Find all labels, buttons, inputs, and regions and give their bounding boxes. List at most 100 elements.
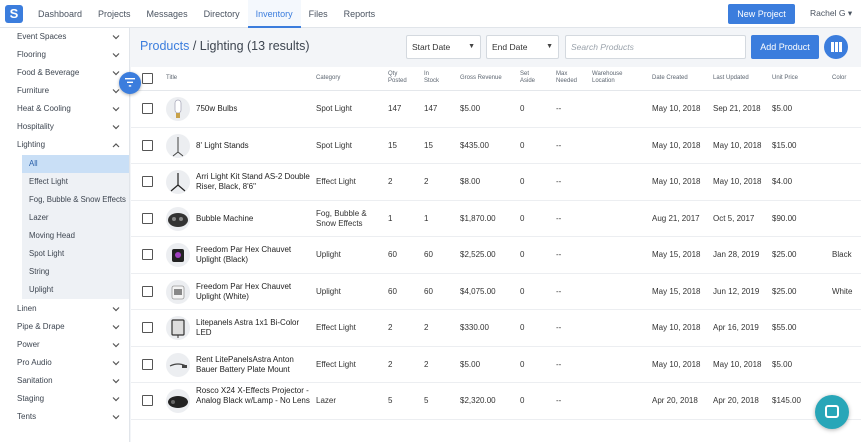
sidebar-category-heat-cooling[interactable]: Heat & Cooling <box>0 100 129 118</box>
cell-max: -- <box>556 396 562 405</box>
cell-revenue: $1,870.00 <box>460 213 496 223</box>
sidebar-subcategory-string[interactable]: String <box>22 263 129 281</box>
row-checkbox[interactable] <box>142 285 153 297</box>
breadcrumb-products-link[interactable]: Products <box>140 39 190 53</box>
sidebar-category-staging[interactable]: Staging <box>0 390 129 408</box>
sidebar-category-label: Event Spaces <box>17 32 67 41</box>
sidebar-category-sanitation[interactable]: Sanitation <box>0 372 129 390</box>
columns-icon[interactable] <box>824 35 848 59</box>
product-title[interactable]: 750w Bulbs <box>196 104 238 113</box>
search-input[interactable]: Search Products <box>565 35 746 59</box>
table-row[interactable]: 750w Bulbs Spot Light 147 147 $5.00 0 -- May 10… <box>131 91 861 128</box>
chat-icon[interactable] <box>815 395 849 429</box>
header-last-updated[interactable]: Last Updated <box>713 75 749 81</box>
product-title[interactable]: Arri Light Kit Stand AS-2 Double Riser, … <box>196 172 310 191</box>
sidebar-subcategory-fog-bubble-snow-effects[interactable]: Fog, Bubble & Snow Effects <box>22 191 129 209</box>
product-title[interactable]: Rosco X24 X-Effects Projector - Analog B… <box>196 386 310 405</box>
nav-link-dashboard[interactable]: Dashboard <box>38 9 83 19</box>
sidebar-subcategory-spot-light[interactable]: Spot Light <box>22 245 129 263</box>
sidebar-subcategory-lazer[interactable]: Lazer <box>22 209 129 227</box>
sidebar-category-hospitality[interactable]: Hospitality <box>0 118 129 136</box>
header-max-needed[interactable]: Max Needed <box>556 71 578 84</box>
table-row[interactable]: Bubble Machine Fog, Bubble & Snow Effects… <box>131 201 861 237</box>
sidebar-category-food-beverage[interactable]: Food & Beverage <box>0 64 129 82</box>
header-unit-price[interactable]: Unit Price <box>772 75 799 81</box>
table-row[interactable]: Freedom Par Hex Chauvet Uplight (Black) U… <box>131 237 861 274</box>
product-title[interactable]: Bubble Machine <box>196 213 254 223</box>
sidebar-category-pro-audio[interactable]: Pro Audio <box>0 354 129 372</box>
nav-link-projects[interactable]: Projects <box>98 9 131 19</box>
row-checkbox[interactable] <box>142 358 153 370</box>
sidebar-subcategory-moving-head[interactable]: Moving Head <box>22 227 129 245</box>
sidebar-category-label: Hospitality <box>17 122 54 131</box>
header-set-aside[interactable]: Set Aside <box>520 71 536 84</box>
sidebar-category-event-spaces[interactable]: Event Spaces <box>0 28 129 46</box>
product-title[interactable]: Rent LitePanelsAstra Anton Bauer Battery… <box>196 354 294 374</box>
nav-link-files[interactable]: Files <box>308 9 328 19</box>
chevron-down-icon <box>112 318 120 336</box>
header-warehouse-location[interactable]: Warehouse Location <box>592 71 623 84</box>
cell-stock: 2 <box>424 323 429 332</box>
caret-down-icon: ▾ <box>847 8 853 18</box>
header-qty-posted[interactable]: Qty Posted <box>388 71 407 84</box>
nav-link-reports[interactable]: Reports <box>343 9 376 19</box>
header-category[interactable]: Category <box>316 75 341 81</box>
end-date-select[interactable]: End Date ▼ <box>486 35 559 59</box>
start-date-select[interactable]: Start Date ▼ <box>406 35 481 59</box>
cell-revenue: $5.00 <box>460 359 481 369</box>
cell-price: $15.00 <box>772 140 797 150</box>
user-menu[interactable]: Rachel G ▾ <box>810 0 852 27</box>
sidebar-subcategory-uplight[interactable]: Uplight <box>22 281 129 299</box>
sidebar-subcategory-effect-light[interactable]: Effect Light <box>22 173 129 191</box>
add-product-button[interactable]: Add Product <box>751 35 819 59</box>
product-thumbnail <box>166 243 190 267</box>
sidebar-category-lighting[interactable]: Lighting <box>0 136 129 154</box>
header-in-stock[interactable]: In Stock <box>424 71 440 84</box>
sidebar-category-label: Staging <box>17 394 45 403</box>
nav-link-inventory[interactable]: Inventory <box>247 0 301 28</box>
header-date-created[interactable]: Date Created <box>652 75 688 81</box>
nav-link-directory[interactable]: Directory <box>203 9 240 19</box>
product-title[interactable]: Litepanels Astra 1x1 Bi-Color LED <box>196 318 300 337</box>
product-title[interactable]: 8' Light Stands <box>196 140 249 150</box>
cell-max: -- <box>556 213 562 223</box>
select-all-checkbox[interactable] <box>142 73 153 84</box>
sidebar-category-flooring[interactable]: Flooring <box>0 46 129 64</box>
product-title[interactable]: Freedom Par Hex Chauvet Uplight (White) <box>196 281 292 301</box>
header-gross-revenue[interactable]: Gross Revenue <box>460 75 502 81</box>
sidebar-category-power[interactable]: Power <box>0 336 129 354</box>
table-row[interactable]: Freedom Par Hex Chauvet Uplight (White) U… <box>131 274 861 310</box>
table-row[interactable]: Rent LitePanelsAstra Anton Bauer Battery… <box>131 347 861 383</box>
table-row[interactable]: Rosco X24 X-Effects Projector - Analog B… <box>131 383 861 420</box>
row-checkbox[interactable] <box>142 249 153 260</box>
table-row[interactable]: Litepanels Astra 1x1 Bi-Color LED Effect … <box>131 310 861 347</box>
cell-category: Spot Light <box>316 140 353 150</box>
cell-aside: 0 <box>520 213 525 223</box>
cell-max: -- <box>556 323 562 332</box>
row-checkbox[interactable] <box>142 176 153 187</box>
table-body: 750w Bulbs Spot Light 147 147 $5.00 0 -- May 10… <box>131 91 861 420</box>
table-row[interactable]: Arri Light Kit Stand AS-2 Double Riser, … <box>131 164 861 201</box>
cell-stock: 5 <box>424 396 429 405</box>
sidebar-category-tents[interactable]: Tents <box>0 408 129 426</box>
sidebar-category-label: Tents <box>17 412 37 421</box>
row-checkbox[interactable] <box>142 395 153 406</box>
sidebar-subcategory-all[interactable]: All <box>22 155 129 173</box>
row-checkbox[interactable] <box>142 103 153 114</box>
row-checkbox[interactable] <box>142 322 153 333</box>
product-title[interactable]: Freedom Par Hex Chauvet Uplight (Black) <box>196 245 292 264</box>
sidebar-category-pipe-drape[interactable]: Pipe & Drape <box>0 318 129 336</box>
filter-icon[interactable] <box>119 72 141 94</box>
nav-link-messages[interactable]: Messages <box>146 9 188 19</box>
header-title[interactable]: Title <box>166 75 178 81</box>
cell-category: Uplight <box>316 286 341 296</box>
sidebar-category-linen[interactable]: Linen <box>0 300 129 318</box>
sidebar-category-furniture[interactable]: Furniture <box>0 82 129 100</box>
row-checkbox[interactable] <box>142 212 153 224</box>
row-checkbox[interactable] <box>142 139 153 151</box>
header-color[interactable]: Color <box>832 75 847 81</box>
cell-max: -- <box>556 286 562 296</box>
table-row[interactable]: 8' Light Stands Spot Light 15 15 $435.00 0 -- M… <box>131 128 861 164</box>
new-project-button[interactable]: New Project <box>728 4 795 24</box>
app-logo[interactable]: S <box>5 5 23 23</box>
